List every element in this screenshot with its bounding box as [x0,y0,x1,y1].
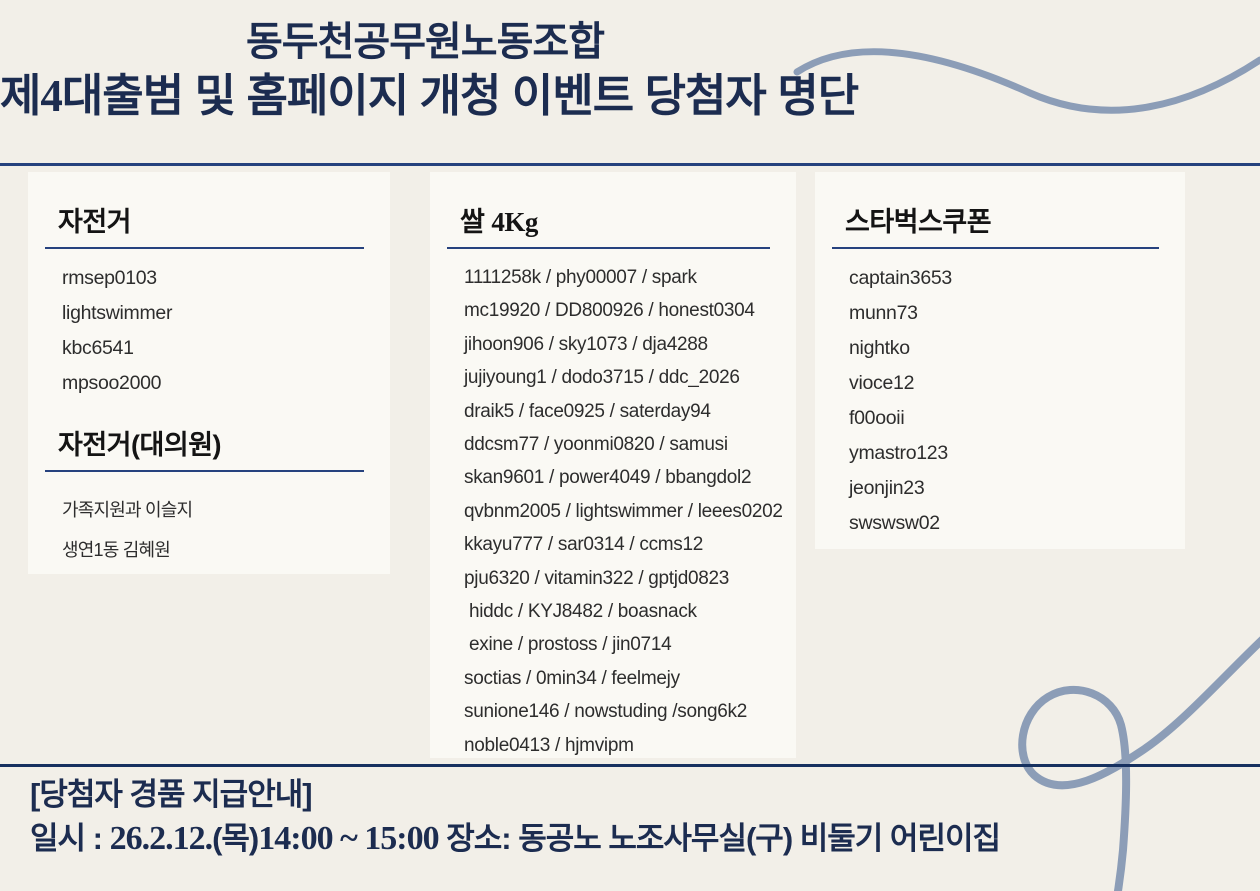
rice-winner-list: 1111258k / phy00007 / spark mc19920 / DD8… [464,261,796,762]
footer-date: 26.2.12. [109,820,213,857]
list-item: jujiyoung1 / dodo3715 / ddc_2026 [464,367,740,389]
footer-time-tilde: ~ [332,820,365,857]
footer-notice: [당첨자 경품 지급안내] 일시 : 26.2.12.(목)14:00 ~ 15… [30,774,1130,862]
footer-datetime-label: 일시 : [30,821,110,856]
footer-notice-title: [당첨자 경품 지급안내] [30,777,313,812]
bicycle-winner-list: rmsep0103 lightswimmer kbc6541 mpsoo2000 [62,261,390,401]
list-item: soctias / 0min34 / feelmejy [464,667,680,689]
footer-time-start: 14:00 [258,820,333,857]
panel-rice: 쌀 4Kg 1111258k / phy00007 / spark mc19920… [430,172,796,758]
list-item: mpsoo2000 [62,372,162,394]
list-item: f00ooii [849,407,905,429]
list-item: 가족지원과 이슬지 [62,500,193,520]
list-item: kkayu777 / sar0314 / ccms12 [464,534,704,556]
decorative-loop-swirl [1018,636,1260,891]
rice-title-korean: 쌀 [460,207,492,237]
footer-day: (목) [212,821,259,856]
decorative-wave-line [793,48,1260,114]
list-item: qvbnm2005 / lightswimmer / leees0202 [464,500,783,522]
list-item: noble0413 / hjmvipm [464,734,634,756]
panel-bicycle: 자전거 rmsep0103 lightswimmer kbc6541 mpsoo200… [28,172,390,574]
list-item: draik5 / face0925 / saterday94 [464,400,711,422]
footer-divider-line [0,764,1260,767]
list-item: vioce12 [849,372,915,394]
list-item: hiddc / KYJ8482 / boasnack [464,601,697,623]
panel-starbucks: 스타벅스쿠폰 captain3653 munn73 nightko vioce12 f0… [815,172,1185,549]
list-item: jihoon906 / sky1073 / dja4288 [464,333,708,355]
section-title-rice: 쌀 4Kg [447,172,770,249]
list-item: jeonjin23 [849,477,925,499]
starbucks-winner-list: captain3653 munn73 nightko vioce12 f00ooii ym… [849,261,1185,541]
list-item: nightko [849,337,910,359]
list-item: ymastro123 [849,442,948,464]
page-header: 동두천공무원노동조합 제4대출범 및 홈페이지 개청 이벤트 당첨자 명단 [0,18,859,122]
list-item: rmsep0103 [62,267,157,289]
list-item: captain3653 [849,267,952,289]
page-title-line2: 제4대출범 및 홈페이지 개청 이벤트 당첨자 명단 [0,70,859,122]
list-item: 1111258k / phy00007 / spark [464,267,697,288]
header-divider-line [0,163,1260,166]
list-item: exine / prostoss / jin0714 [464,634,672,656]
list-item: 생연1동 김혜원 [62,540,171,560]
page-title-line1: 동두천공무원노동조합 [246,20,605,64]
list-item: pju6320 / vitamin322 / gptjd0823 [464,567,730,589]
list-item: kbc6541 [62,337,134,359]
section-title-starbucks: 스타벅스쿠폰 [832,172,1159,249]
list-item: munn73 [849,302,918,324]
footer-time-end: 15:00 [364,820,439,857]
title-line2-rest: 대출범 및 홈페이지 개청 이벤트 당첨자 명단 [61,70,859,121]
title-line2-prefix: 제 [0,70,41,121]
list-item: swswsw02 [849,512,940,534]
footer-notice-details: 일시 : 26.2.12.(목)14:00 ~ 15:00 장소: 동공노 노조… [30,816,1130,862]
list-item: mc19920 / DD800926 / honest0304 [464,300,755,322]
list-item: skan9601 / power4049 / bbangdol2 [464,467,752,489]
footer-location: 장소: 동공노 노조사무실(구) 비둘기 어린이집 [438,821,1001,856]
rice-title-quantity: 4Kg [491,207,538,237]
section-title-bicycle-delegate: 자전거(대의원) [45,401,364,472]
list-item: lightswimmer [62,302,173,324]
list-item: ddcsm77 / yoonmi0820 / samusi [464,434,728,456]
list-item: sunione146 / nowstuding /song6k2 [464,701,748,723]
title-line2-number: 4 [40,71,62,121]
section-title-bicycle: 자전거 [45,172,364,249]
